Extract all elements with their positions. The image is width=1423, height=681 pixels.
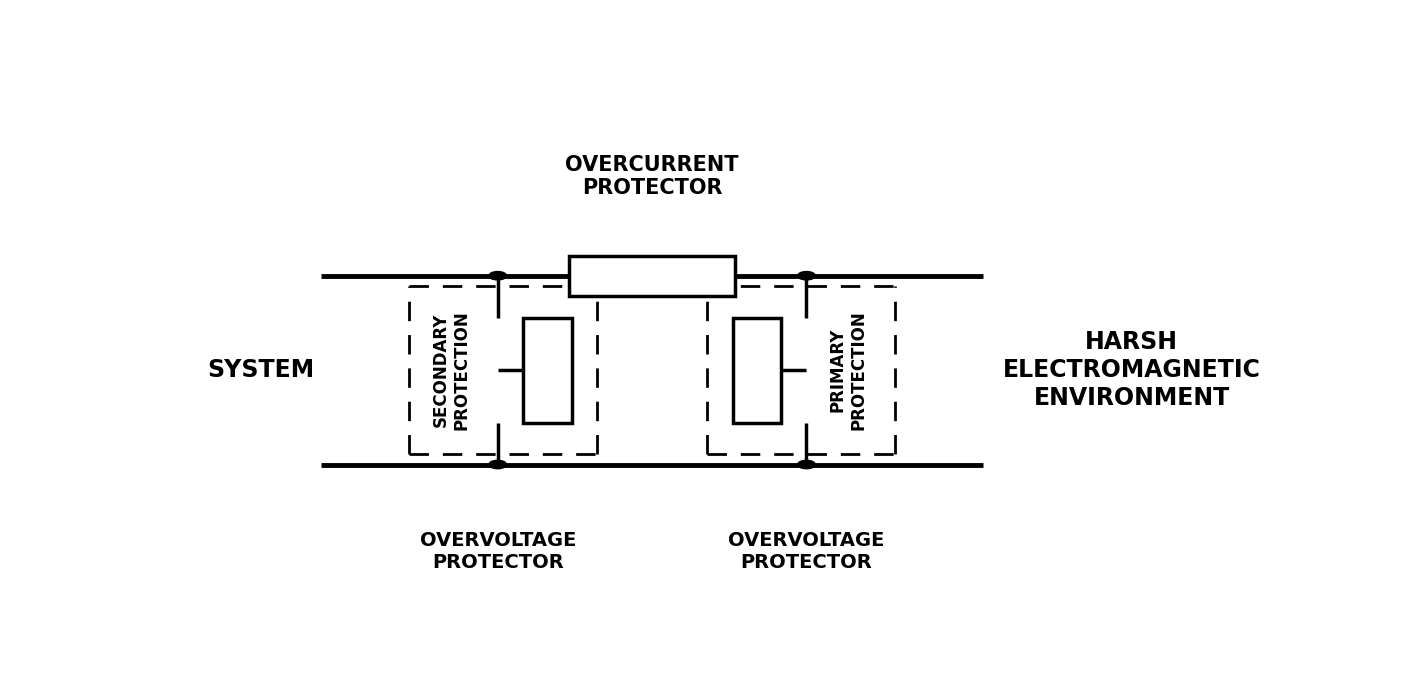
Text: SYSTEM: SYSTEM [206, 358, 314, 382]
Text: OVERCURRENT
PROTECTOR: OVERCURRENT PROTECTOR [565, 155, 739, 197]
Circle shape [798, 460, 815, 469]
Bar [733, 317, 781, 422]
Text: OVERVOLTAGE
PROTECTOR: OVERVOLTAGE PROTECTOR [420, 530, 576, 571]
Bar [524, 317, 572, 422]
Text: HARSH
ELECTROMAGNETIC
ENVIRONMENT: HARSH ELECTROMAGNETIC ENVIRONMENT [1003, 330, 1261, 410]
Text: PRIMARY
PROTECTION: PRIMARY PROTECTION [830, 311, 868, 430]
Text: SECONDARY
PROTECTION: SECONDARY PROTECTION [433, 311, 471, 430]
Circle shape [490, 272, 507, 280]
Circle shape [490, 460, 507, 469]
Text: OVERVOLTAGE
PROTECTOR: OVERVOLTAGE PROTECTOR [729, 530, 885, 571]
Circle shape [798, 272, 815, 280]
Bar [569, 256, 734, 296]
